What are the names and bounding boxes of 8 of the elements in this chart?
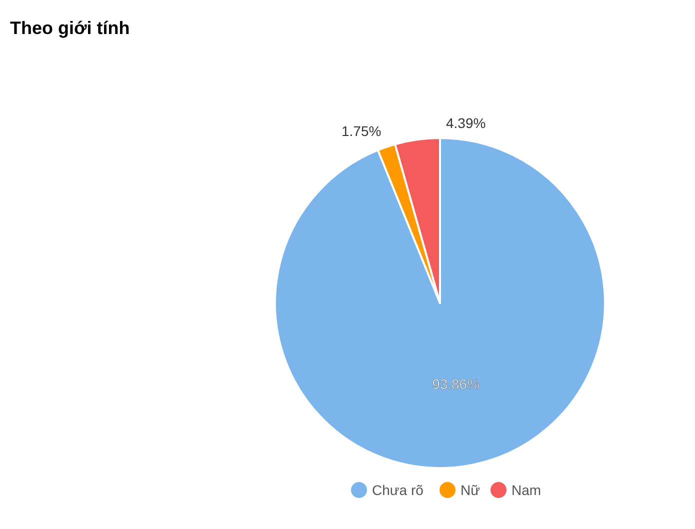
legend-label: Chưa rõ bbox=[372, 482, 424, 498]
data-label: 4.39% bbox=[446, 115, 486, 131]
text: Theo giới tính bbox=[10, 18, 130, 38]
legend-label: Nam bbox=[512, 482, 542, 498]
data-label: 93.86% bbox=[432, 376, 480, 392]
pie-slice bbox=[274, 137, 606, 469]
legend-label: Nữ bbox=[460, 482, 480, 498]
data-label: 1.75% bbox=[342, 122, 382, 139]
